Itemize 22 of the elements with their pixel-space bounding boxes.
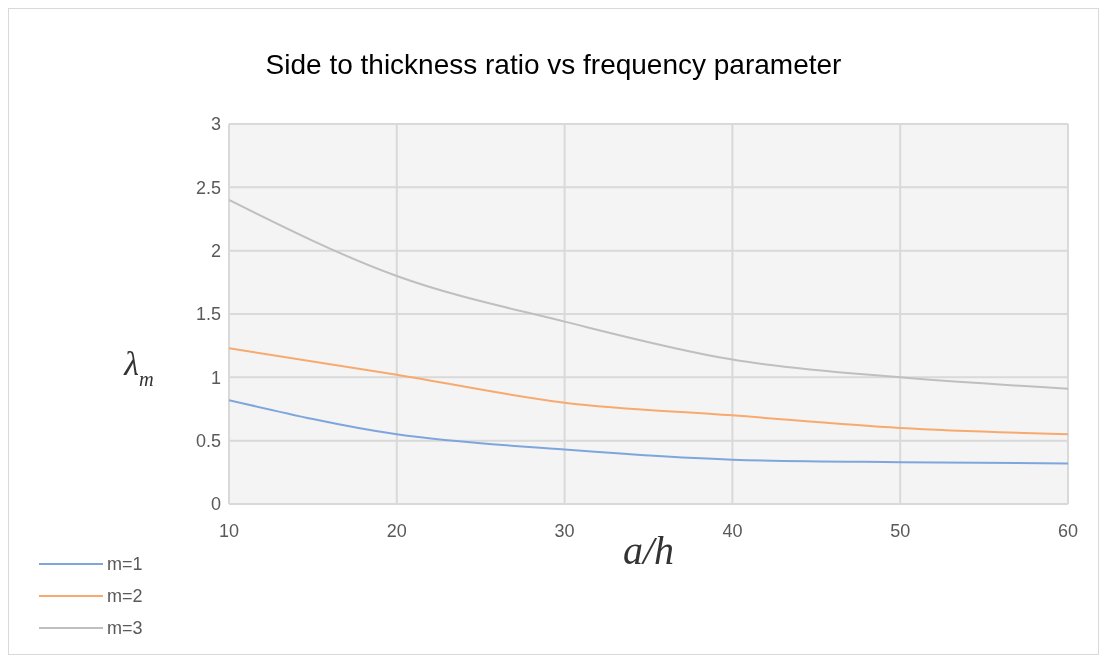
y-tick-label: 0 — [210, 494, 221, 515]
legend-label: m=2 — [107, 585, 143, 607]
y-axis-title: λ$_{m}$ — [123, 344, 154, 390]
y-tick-label: 2 — [210, 241, 221, 262]
y-tick-label: 1.5 — [195, 304, 221, 325]
y-tick-label: 1 — [210, 367, 221, 388]
line-series — [229, 199, 1068, 390]
y-tick-label: 0.5 — [195, 431, 221, 452]
x-tick-label: 20 — [386, 520, 407, 541]
x-tick-label: 40 — [722, 520, 743, 541]
x-tick-label: 60 — [1057, 520, 1079, 541]
legend-label: m=1 — [107, 553, 143, 575]
chart-title: Side to thickness ratio vs frequency parameter — [264, 49, 843, 81]
x-axis-title: a/h — [622, 528, 675, 573]
y-tick-label: 3 — [210, 114, 221, 135]
x-tick-label: 30 — [554, 520, 575, 541]
line-series — [229, 399, 1068, 465]
x-tick-label: 50 — [890, 520, 911, 541]
legend-label: m=3 — [107, 617, 143, 639]
x-tick-label: 10 — [218, 520, 240, 541]
y-tick-label: 2.5 — [195, 177, 221, 198]
line-series — [229, 347, 1068, 436]
